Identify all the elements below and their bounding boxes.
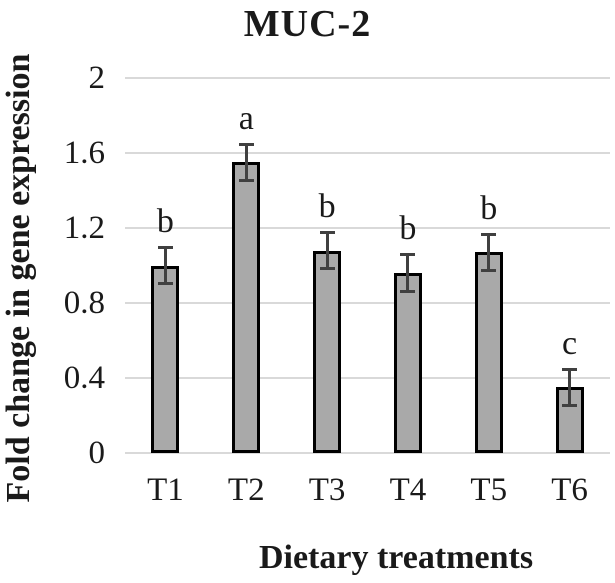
gridline-y-1.6 [125,152,610,154]
plot-area: b a b b b c [125,77,610,454]
x-tick-label-T1: T1 [147,472,184,508]
x-axis-title: Dietary treatments [258,539,534,576]
gridline-y-0.8 [125,302,610,304]
error-bar-line-T5 [487,233,491,272]
error-bar-cap-top-T3 [319,230,335,234]
error-bar-cap-bottom-T4 [400,289,416,293]
y-tick-label: 1.2 [63,210,105,246]
x-tick-label-T2: T2 [227,472,265,508]
sig-letter-T5: b [480,189,498,227]
chart-title: MUC-2 [243,3,372,45]
y-tick-label: 0.4 [63,360,105,396]
gridline-y-2 [125,77,610,79]
error-bar-cap-top-T6 [562,367,578,371]
bar-T5 [474,252,503,453]
error-bar-line-T1 [163,246,167,285]
error-bar-line-T6 [568,368,572,407]
gridline-y-0.4 [125,377,610,379]
error-bar-cap-top-T1 [157,245,173,249]
bar-T4 [393,273,422,453]
gridline-y-0 [125,452,610,454]
gridline-y-1.2 [125,227,610,229]
error-bar-line-T4 [406,254,410,292]
x-tick-label-T3: T3 [308,472,346,508]
bar-T3 [313,250,342,453]
x-tick-label-T6: T6 [551,472,588,508]
y-tick-label: 0 [88,435,106,471]
sig-letter-T6: c [562,324,578,362]
y-tick-label: 2 [88,60,106,96]
y-tick-label: 0.8 [63,285,105,321]
error-bar-cap-top-T5 [481,232,497,236]
error-bar-cap-top-T4 [400,253,416,257]
error-bar-cap-top-T2 [238,142,254,146]
sig-letter-T2: a [238,99,254,137]
error-bar-line-T3 [325,231,329,270]
sig-letter-T4: b [399,210,417,248]
y-tick-label: 1.6 [63,135,105,171]
bar-T1 [151,265,180,453]
error-bar-cap-bottom-T3 [319,267,335,271]
x-tick-label-T5: T5 [470,472,508,508]
x-tick-label-T4: T4 [389,472,427,508]
error-bar-cap-bottom-T5 [481,269,497,273]
sig-letter-T1: b [156,202,174,240]
error-bar-cap-bottom-T1 [157,282,173,286]
error-bar-cap-bottom-T6 [562,404,578,408]
error-bar-line-T2 [244,143,248,182]
error-bar-cap-bottom-T2 [238,179,254,183]
bar-T2 [232,162,261,453]
sig-letter-T3: b [318,187,336,225]
